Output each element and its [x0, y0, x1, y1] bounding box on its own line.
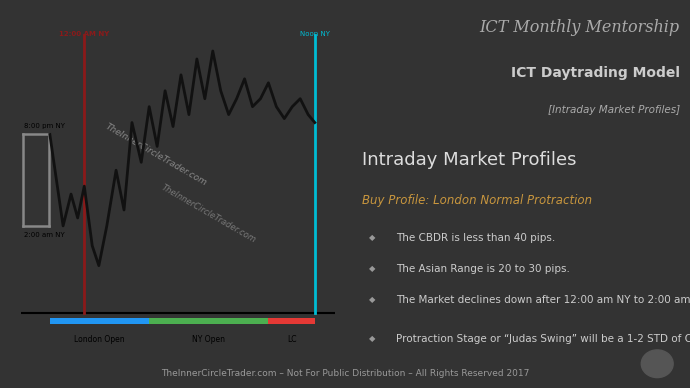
Text: TheInnerCircleTrader.com: TheInnerCircleTrader.com	[104, 121, 208, 187]
Text: [Intraday Market Profiles]: [Intraday Market Profiles]	[548, 105, 680, 115]
Bar	[149, 318, 268, 324]
Text: NY Open: NY Open	[193, 335, 226, 344]
Text: London Open: London Open	[75, 335, 125, 344]
Bar	[268, 318, 315, 324]
Text: ◆: ◆	[369, 295, 375, 304]
Text: The CBDR is less than 40 pips.: The CBDR is less than 40 pips.	[396, 233, 555, 243]
Text: LC: LC	[287, 335, 296, 344]
Circle shape	[641, 350, 673, 378]
Text: The Asian Range is 20 to 30 pips.: The Asian Range is 20 to 30 pips.	[396, 264, 570, 274]
Text: ICT Monthly Mentorship: ICT Monthly Mentorship	[480, 19, 680, 36]
Text: Protraction Stage or “Judas Swing” will be a 1-2 STD of CBDR.: Protraction Stage or “Judas Swing” will …	[396, 334, 690, 344]
Bar	[50, 318, 149, 324]
Text: 2:00 am NY: 2:00 am NY	[24, 232, 65, 238]
Text: TheInnerCircleTrader.com – Not For Public Distribution – All Rights Reserved 201: TheInnerCircleTrader.com – Not For Publi…	[161, 369, 529, 378]
Text: ◆: ◆	[369, 233, 375, 242]
Text: 8:00 pm NY: 8:00 pm NY	[24, 123, 65, 128]
Text: Intraday Market Profiles: Intraday Market Profiles	[362, 151, 577, 169]
Text: ICT Daytrading Model: ICT Daytrading Model	[511, 66, 680, 80]
Text: Buy Profile: London Normal Protraction: Buy Profile: London Normal Protraction	[362, 194, 592, 207]
Text: ◆: ◆	[369, 264, 375, 273]
Text: Noon NY: Noon NY	[299, 31, 330, 37]
Text: TheInnerCircleTrader.com: TheInnerCircleTrader.com	[160, 183, 258, 245]
Text: 12:00 AM NY: 12:00 AM NY	[59, 31, 110, 37]
Text: The Market declines down after 12:00 am NY to 2:00 am NY.: The Market declines down after 12:00 am …	[396, 295, 690, 305]
Text: ◆: ◆	[369, 334, 375, 343]
